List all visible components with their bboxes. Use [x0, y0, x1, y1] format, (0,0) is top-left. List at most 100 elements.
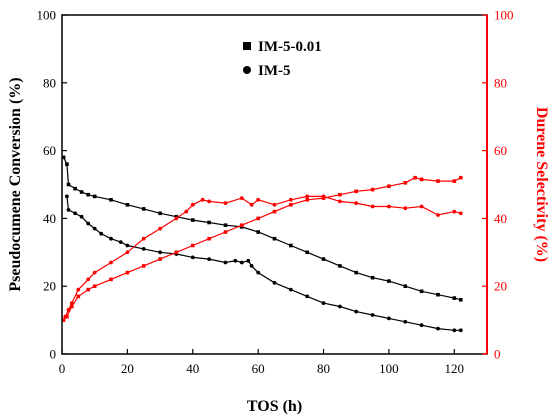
y-left-tick-label: 40	[43, 211, 56, 226]
data-point-im-5-selectivity	[354, 201, 359, 206]
data-point-im-5-selectivity	[69, 301, 74, 305]
data-point-im-5-0-01-conversion	[125, 203, 130, 207]
data-point-im-5-0-01-selectivity	[223, 230, 228, 234]
legend-circle-marker	[243, 66, 251, 74]
y-left-tick-label: 80	[43, 75, 56, 90]
series-line-im-5-conversion	[66, 196, 461, 331]
ticks-layer: 0 20 40 60 80 100 120 0 20 40 60 80 100 0 20 40 60 80 100	[37, 8, 514, 377]
data-point-im-5-conversion	[288, 287, 293, 292]
data-point-im-5-conversion	[158, 250, 163, 255]
data-point-im-5-conversion	[207, 257, 212, 261]
data-point-im-5-selectivity	[403, 206, 408, 211]
x-tick-label: 0	[59, 361, 66, 376]
data-point-im-5-0-01-selectivity	[459, 175, 463, 180]
data-point-im-5-selectivity	[458, 211, 463, 216]
y-right-tick-label: 100	[494, 8, 514, 23]
data-point-im-5-0-01-conversion	[305, 250, 309, 255]
data-point-im-5-conversion	[321, 301, 326, 305]
data-point-im-5-0-01-conversion	[61, 155, 66, 160]
data-point-im-5-selectivity	[321, 194, 326, 199]
data-point-im-5-0-01-selectivity	[125, 270, 130, 275]
data-point-im-5-conversion	[256, 270, 261, 275]
series-line-im-5-0-01-conversion	[63, 157, 461, 301]
data-point-im-5-conversion	[246, 258, 251, 263]
data-point-im-5-0-01-selectivity	[61, 318, 66, 322]
y-right-tick-label: 20	[494, 279, 507, 294]
data-point-im-5-selectivity	[86, 277, 91, 282]
data-point-im-5-conversion	[452, 328, 457, 333]
data-point-im-5-selectivity	[190, 202, 195, 207]
data-point-im-5-0-01-conversion	[419, 289, 424, 294]
data-point-im-5-conversion	[65, 194, 69, 199]
data-point-im-5-conversion	[239, 260, 244, 265]
data-point-im-5-conversion	[79, 214, 84, 219]
data-point-im-5-selectivity	[200, 197, 205, 202]
data-point-im-5-0-01-conversion	[272, 236, 277, 241]
data-point-im-5-0-01-conversion	[387, 279, 391, 283]
data-point-im-5-selectivity	[207, 199, 212, 204]
data-point-im-5-conversion	[99, 231, 104, 236]
data-point-im-5-selectivity	[184, 209, 189, 214]
data-point-im-5-selectivity	[338, 199, 342, 204]
data-point-im-5-0-01-selectivity	[109, 277, 113, 282]
data-point-im-5-0-01-conversion	[79, 190, 84, 194]
data-point-im-5-0-01-conversion	[289, 243, 293, 248]
data-point-im-5-selectivity	[109, 260, 113, 265]
data-point-im-5-0-01-conversion	[207, 220, 211, 225]
y-left-tick-label: 60	[43, 143, 56, 158]
data-point-im-5-conversion	[403, 319, 408, 324]
data-point-im-5-conversion	[249, 264, 254, 268]
data-point-im-5-0-01-conversion	[109, 198, 113, 202]
data-point-im-5-conversion	[118, 240, 123, 245]
data-point-im-5-0-01-selectivity	[419, 177, 424, 182]
data-point-im-5-0-01-conversion	[321, 257, 326, 261]
data-point-im-5-selectivity	[419, 204, 424, 209]
data-point-im-5-0-01-selectivity	[207, 236, 211, 241]
x-tick-label: 60	[252, 361, 265, 376]
data-point-im-5-selectivity	[174, 216, 179, 221]
data-point-im-5-0-01-selectivity	[174, 250, 179, 255]
data-point-im-5-0-01-selectivity	[354, 189, 358, 194]
y-right-tick-label: 0	[494, 347, 501, 362]
data-point-im-5-selectivity	[239, 196, 244, 201]
data-point-im-5-0-01-selectivity	[256, 216, 260, 221]
data-point-im-5-selectivity	[223, 201, 228, 206]
data-point-im-5-0-01-selectivity	[272, 209, 277, 214]
data-point-im-5-selectivity	[125, 250, 130, 255]
data-point-im-5-conversion	[109, 236, 113, 241]
data-point-im-5-0-01-selectivity	[452, 179, 457, 183]
data-point-im-5-0-01-conversion	[73, 186, 77, 191]
data-point-im-5-selectivity	[305, 194, 310, 199]
data-point-im-5-0-01-selectivity	[387, 184, 391, 188]
x-tick-label: 40	[186, 361, 199, 376]
data-point-im-5-conversion	[190, 255, 195, 260]
data-point-im-5-0-01-selectivity	[141, 264, 146, 268]
data-point-im-5-conversion	[387, 316, 391, 321]
data-point-im-5-0-01-conversion	[65, 162, 69, 166]
data-point-im-5-0-01-conversion	[256, 230, 260, 234]
data-point-im-5-0-01-conversion	[66, 182, 71, 187]
data-point-im-5-selectivity	[141, 236, 146, 241]
data-point-im-5-selectivity	[452, 209, 457, 214]
data-point-im-5-0-01-selectivity	[86, 287, 90, 292]
y-left-tick-label: 100	[37, 8, 57, 23]
x-tick-label: 120	[445, 361, 465, 376]
data-point-im-5-0-01-selectivity	[338, 192, 342, 197]
data-point-im-5-selectivity	[436, 213, 440, 217]
data-point-im-5-0-01-selectivity	[76, 294, 81, 299]
data-point-im-5-0-01-conversion	[191, 218, 195, 222]
data-point-im-5-0-01-conversion	[452, 296, 457, 300]
data-point-im-5-0-01-selectivity	[413, 175, 417, 180]
data-point-im-5-conversion	[66, 208, 71, 212]
y-left-tick-label: 20	[43, 279, 56, 294]
data-point-im-5-selectivity	[249, 202, 254, 207]
data-point-im-5-conversion	[125, 243, 130, 248]
data-point-im-5-0-01-conversion	[158, 211, 162, 216]
data-point-im-5-conversion	[233, 258, 238, 263]
data-point-im-5-0-01-selectivity	[158, 257, 162, 261]
data-point-im-5-0-01-conversion	[403, 284, 408, 288]
legend-label-im-5: IM-5	[258, 63, 291, 79]
y-right-tick-label: 60	[494, 143, 507, 158]
y-right-tick-label: 80	[494, 75, 507, 90]
data-point-im-5-0-01-conversion	[338, 264, 342, 268]
